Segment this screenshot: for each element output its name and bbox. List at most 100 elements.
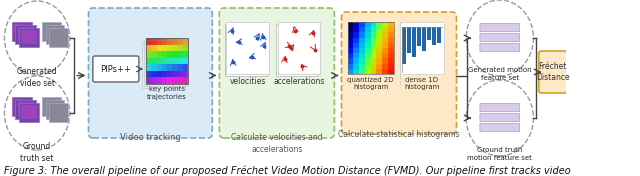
Text: Video tracking: Video tracking xyxy=(120,133,181,142)
Bar xyxy=(359,32,365,38)
Bar xyxy=(353,53,359,58)
Bar xyxy=(376,27,382,32)
Bar xyxy=(388,38,394,43)
Bar xyxy=(157,71,162,77)
Bar xyxy=(365,69,371,74)
Bar xyxy=(348,22,394,74)
Bar xyxy=(146,38,188,84)
Bar xyxy=(388,58,394,64)
Text: Calculate velocities and
accelerations: Calculate velocities and accelerations xyxy=(231,133,323,154)
Bar xyxy=(167,51,173,58)
Bar xyxy=(359,43,365,48)
Bar xyxy=(167,77,173,84)
Bar xyxy=(157,64,162,71)
Bar xyxy=(178,58,183,64)
Bar xyxy=(178,51,183,58)
Bar xyxy=(359,58,365,64)
Bar xyxy=(382,32,388,38)
Bar xyxy=(365,38,371,43)
FancyBboxPatch shape xyxy=(480,103,520,112)
Bar xyxy=(183,64,188,71)
Bar xyxy=(365,53,371,58)
Bar xyxy=(157,45,162,51)
FancyBboxPatch shape xyxy=(220,8,334,138)
Bar xyxy=(382,27,388,32)
Bar xyxy=(376,58,382,64)
Bar xyxy=(388,53,394,58)
Bar xyxy=(388,22,394,27)
Bar xyxy=(432,27,436,45)
Bar xyxy=(353,38,359,43)
Bar xyxy=(376,48,382,53)
Bar xyxy=(422,27,426,51)
Text: Ground
truth set: Ground truth set xyxy=(20,142,54,163)
FancyBboxPatch shape xyxy=(342,12,456,134)
Bar xyxy=(221,28,264,80)
Bar xyxy=(178,38,183,45)
Bar xyxy=(167,38,173,45)
FancyBboxPatch shape xyxy=(12,96,32,115)
Bar xyxy=(162,38,167,45)
FancyBboxPatch shape xyxy=(480,33,520,42)
Bar xyxy=(359,22,365,27)
Bar xyxy=(183,51,188,58)
Bar xyxy=(167,71,173,77)
Bar xyxy=(273,28,315,80)
Bar xyxy=(371,22,376,27)
Text: Generated
video set: Generated video set xyxy=(17,67,58,88)
Bar xyxy=(227,22,269,74)
Bar xyxy=(157,58,162,64)
FancyBboxPatch shape xyxy=(19,27,40,46)
Bar xyxy=(365,64,371,69)
Bar xyxy=(376,32,382,38)
Bar xyxy=(348,64,353,69)
Bar xyxy=(402,27,406,64)
Bar xyxy=(388,32,394,38)
Bar xyxy=(371,32,376,38)
Bar xyxy=(173,77,178,84)
Bar xyxy=(227,22,269,74)
Bar xyxy=(382,43,388,48)
Bar xyxy=(173,58,178,64)
Bar xyxy=(353,48,359,53)
Bar xyxy=(371,43,376,48)
Bar xyxy=(382,53,388,58)
Bar xyxy=(14,99,30,113)
Bar xyxy=(365,27,371,32)
Bar xyxy=(353,58,359,64)
Bar xyxy=(146,38,151,45)
Bar xyxy=(365,58,371,64)
Bar xyxy=(371,38,376,43)
FancyBboxPatch shape xyxy=(88,8,212,138)
Bar xyxy=(146,64,151,71)
Bar xyxy=(173,38,178,45)
Bar xyxy=(151,45,157,51)
Bar xyxy=(365,32,371,38)
Bar xyxy=(178,71,183,77)
FancyBboxPatch shape xyxy=(480,24,520,32)
Bar xyxy=(348,38,353,43)
Bar xyxy=(359,69,365,74)
Bar xyxy=(371,64,376,69)
Bar xyxy=(348,32,353,38)
Bar xyxy=(376,38,382,43)
Bar xyxy=(400,22,444,74)
FancyBboxPatch shape xyxy=(45,24,64,43)
Bar xyxy=(371,69,376,74)
Bar xyxy=(371,48,376,53)
Bar xyxy=(278,22,320,74)
Bar xyxy=(427,27,431,40)
Bar xyxy=(151,71,157,77)
Bar xyxy=(146,77,151,84)
Bar xyxy=(167,64,173,71)
Bar xyxy=(388,64,394,69)
Bar xyxy=(162,45,167,51)
Bar xyxy=(162,64,167,71)
FancyBboxPatch shape xyxy=(42,21,61,40)
Bar xyxy=(353,22,359,27)
Text: Fréchet
Distance: Fréchet Distance xyxy=(536,62,570,82)
FancyBboxPatch shape xyxy=(45,99,64,118)
Bar xyxy=(359,38,365,43)
Bar xyxy=(376,64,382,69)
Bar xyxy=(359,27,365,32)
